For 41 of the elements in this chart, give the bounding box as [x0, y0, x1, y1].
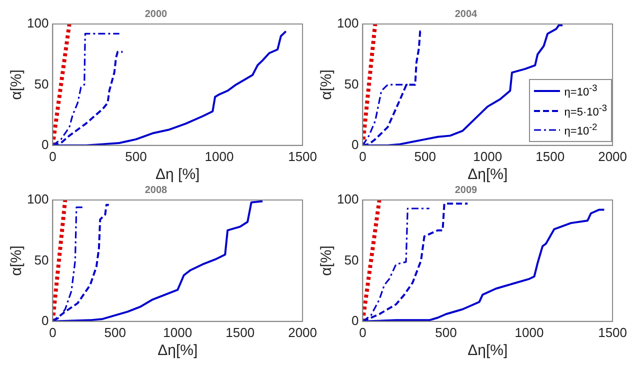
y-tick-label: 50 [344, 76, 359, 92]
x-tick-label: 1000 [204, 148, 234, 164]
y-tick-label: 0 [41, 136, 49, 152]
chart-title: 2009 [454, 184, 478, 196]
y-tick-label: 100 [26, 16, 49, 31]
x-tick-label: 1000 [514, 324, 544, 340]
x-tick-label: 1000 [473, 148, 502, 164]
y-tick-label: 0 [351, 136, 359, 152]
y-tick-label: 100 [26, 192, 49, 207]
y-axis-title: α[%] [318, 70, 336, 100]
legend-label: η=10$^{-2}$ [564, 121, 598, 140]
x-tick-label: 500 [414, 148, 436, 164]
y-tick-label: 0 [351, 312, 359, 328]
x-tick-label: 500 [104, 324, 126, 340]
y-tick-label: 50 [34, 76, 49, 92]
x-axis-title: Δη[%] [468, 166, 508, 184]
x-axis-title: Δη [%] [156, 166, 200, 184]
x-tick-label: 2000 [598, 148, 627, 164]
x-axis-title: Δη[%] [158, 342, 198, 360]
legend-label: η=5·10$^{-3}$ [564, 102, 607, 120]
y-tick-label: 100 [336, 192, 359, 207]
x-tick-label: 500 [435, 324, 457, 340]
y-tick-label: 0 [41, 312, 49, 328]
x-tick-label: 1000 [163, 324, 192, 340]
y-tick-label: 100 [336, 16, 359, 31]
x-axis-title: Δη[%] [468, 342, 508, 360]
y-tick-label: 50 [344, 252, 359, 268]
chart-title: 2004 [454, 8, 478, 20]
y-axis-title: α[%] [8, 70, 26, 100]
y-tick-label: 50 [34, 252, 49, 268]
x-tick-label: 1500 [598, 324, 627, 340]
y-axis-title: α[%] [318, 246, 336, 276]
legend-label: η=10$^{-3}$ [564, 82, 598, 101]
chart-title: 2000 [144, 8, 168, 20]
chart-title: 2008 [144, 184, 168, 196]
x-tick-label: 1500 [226, 324, 255, 340]
x-tick-label: 1500 [288, 148, 317, 164]
x-tick-label: 2000 [288, 324, 317, 340]
y-axis-title: α[%] [8, 246, 26, 276]
x-tick-label: 500 [125, 148, 147, 164]
x-tick-label: 1500 [536, 148, 565, 164]
